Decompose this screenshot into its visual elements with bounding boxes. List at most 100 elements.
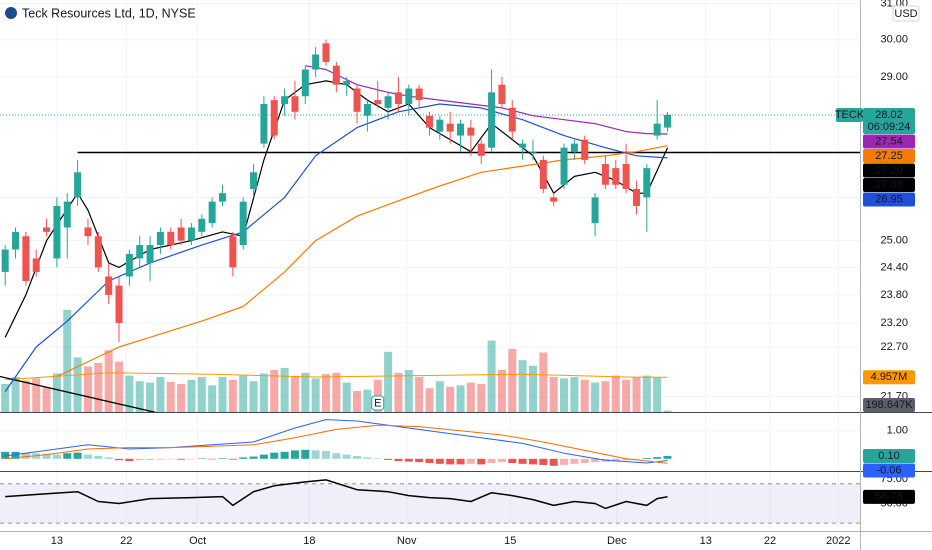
macd-histogram-bar bbox=[208, 458, 217, 460]
candle-body bbox=[53, 205, 61, 259]
y-tick-label: 24.40 bbox=[880, 261, 908, 273]
macd-histogram-bar bbox=[373, 458, 382, 459]
macd-histogram-bar bbox=[125, 458, 134, 462]
macd-histogram-bar bbox=[591, 458, 600, 463]
countdown: 06:09:24 bbox=[868, 121, 911, 133]
candle-body bbox=[384, 96, 392, 108]
candle-body bbox=[467, 127, 475, 136]
symbol-tag-label: TECK bbox=[835, 109, 865, 121]
macd-histogram-bar bbox=[560, 458, 569, 465]
volume-bar bbox=[435, 381, 444, 412]
volume-bar bbox=[156, 377, 165, 412]
volume-bar bbox=[342, 382, 351, 412]
volume-bar bbox=[73, 357, 82, 412]
signal-line bbox=[5, 424, 668, 464]
macd-badge-label: 0.10 bbox=[878, 450, 899, 462]
candle-body bbox=[446, 123, 454, 132]
price-badge bbox=[863, 134, 915, 149]
volume-bar bbox=[415, 377, 424, 412]
currency: USD bbox=[894, 8, 917, 20]
volume-bar bbox=[353, 391, 362, 412]
macd-histogram-bar bbox=[73, 452, 82, 459]
volume-bar bbox=[549, 377, 558, 412]
candle-body bbox=[425, 115, 433, 128]
candle-body bbox=[353, 88, 361, 112]
candle-body bbox=[622, 164, 630, 189]
candle-body bbox=[664, 114, 672, 128]
candle-body bbox=[146, 245, 154, 263]
volume-bar bbox=[508, 349, 517, 412]
candle-body bbox=[43, 227, 51, 232]
macd-histogram-bar bbox=[197, 458, 206, 460]
last-price-label: 28.02 bbox=[875, 109, 903, 121]
rsi-badge bbox=[863, 489, 915, 504]
rsi-pane bbox=[0, 479, 860, 524]
x-tick-label: Oct bbox=[189, 535, 206, 547]
chart-title: Teck Resources Ltd, 1D, NYSE bbox=[22, 6, 196, 20]
trendline bbox=[0, 375, 157, 412]
candle-body bbox=[281, 96, 289, 104]
candle-body bbox=[550, 197, 558, 202]
macd-histogram-bar bbox=[353, 456, 362, 459]
candle-body bbox=[187, 227, 195, 241]
volume-bar bbox=[518, 360, 527, 412]
candle-body bbox=[415, 88, 423, 101]
macd-histogram-bar bbox=[663, 456, 672, 459]
currency-box[interactable] bbox=[892, 5, 920, 22]
macd-histogram-bar bbox=[342, 454, 351, 459]
price-badge bbox=[863, 192, 915, 207]
y-tick-label: 25.00 bbox=[880, 235, 908, 247]
volume-bar bbox=[321, 374, 330, 412]
candle-body bbox=[322, 43, 330, 62]
candle-body bbox=[477, 143, 485, 156]
x-tick-label: Nov bbox=[397, 535, 417, 547]
x-tick-label: Dec bbox=[607, 535, 627, 547]
volume-bar bbox=[280, 367, 289, 412]
candle-body bbox=[570, 143, 578, 152]
candle-body bbox=[612, 168, 620, 185]
candle-body bbox=[291, 96, 299, 112]
candle-body bbox=[457, 123, 465, 136]
volume-bar bbox=[270, 370, 279, 412]
macd-histogram-bar bbox=[435, 458, 444, 464]
volume-bar bbox=[601, 381, 610, 412]
x-tick-label: 18 bbox=[303, 535, 315, 547]
volume-bar bbox=[166, 381, 175, 412]
macd-badge-label: -0.06 bbox=[876, 464, 901, 476]
macd-histogram-bar bbox=[332, 453, 341, 459]
volume-bar bbox=[63, 309, 72, 412]
macd-histogram-bar bbox=[570, 458, 579, 464]
volume-bar bbox=[497, 370, 506, 412]
macd-histogram-bar bbox=[218, 458, 227, 459]
macd-tick-label: 1.00 bbox=[887, 425, 908, 437]
moving-average bbox=[56, 145, 668, 378]
candle-body bbox=[270, 100, 278, 136]
symbol-logo bbox=[5, 7, 17, 19]
price-badge-label: 27.08 bbox=[875, 179, 903, 191]
macd-histogram-bar bbox=[622, 458, 631, 461]
volume-bar bbox=[1, 384, 10, 412]
volume-badge bbox=[863, 370, 915, 385]
volume-bar bbox=[456, 385, 465, 412]
volume-bar bbox=[83, 366, 92, 412]
volume-bar bbox=[239, 375, 248, 412]
candle-body bbox=[250, 172, 258, 189]
volume-bar bbox=[611, 375, 620, 412]
x-tick-label: 22 bbox=[120, 535, 132, 547]
candle-body bbox=[332, 65, 340, 85]
candle-body bbox=[560, 147, 568, 185]
macd-histogram-bar bbox=[404, 458, 413, 462]
y-tick-label: 22.70 bbox=[880, 341, 908, 353]
candle-body bbox=[591, 197, 599, 224]
volume-bar bbox=[622, 379, 631, 412]
candle-body bbox=[498, 84, 506, 104]
candle-body bbox=[643, 168, 651, 198]
candle-body bbox=[374, 100, 382, 104]
candle-body bbox=[115, 285, 123, 323]
volume-bar bbox=[446, 386, 455, 412]
macd-histogram-bar bbox=[42, 453, 51, 459]
volume-bar bbox=[663, 410, 672, 412]
candle-body bbox=[105, 276, 113, 295]
macd-histogram-bar bbox=[446, 458, 455, 465]
